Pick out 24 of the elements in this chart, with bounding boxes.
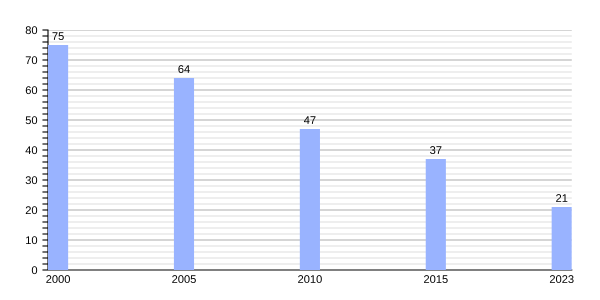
y-tick-label: 40: [25, 146, 38, 154]
x-tick-label: 2005: [172, 275, 196, 284]
bar: [300, 129, 320, 270]
x-tick-label: 2000: [46, 275, 70, 284]
bar: [552, 207, 572, 270]
y-tick-label: 60: [26, 86, 38, 94]
y-tick-label: 70: [26, 56, 38, 64]
y-tick-label: 0: [32, 266, 38, 274]
x-tick-label: 2023: [550, 275, 574, 284]
x-tick-label: 2015: [424, 275, 448, 284]
data-label: 75: [52, 32, 64, 40]
data-label: 37: [430, 146, 442, 154]
bar: [426, 159, 446, 270]
x-tick-label: 2010: [298, 275, 322, 284]
data-label: 47: [304, 116, 316, 124]
data-label: 64: [178, 65, 190, 74]
y-tick-label: 80: [26, 26, 38, 34]
y-tick-label: 30: [26, 176, 38, 184]
bar: [48, 45, 68, 270]
data-label: 21: [556, 194, 568, 202]
bar: [174, 78, 194, 270]
y-tick-label: 50: [26, 116, 38, 124]
y-tick-label: 20: [26, 206, 38, 214]
y-tick-label: 10: [26, 236, 38, 244]
